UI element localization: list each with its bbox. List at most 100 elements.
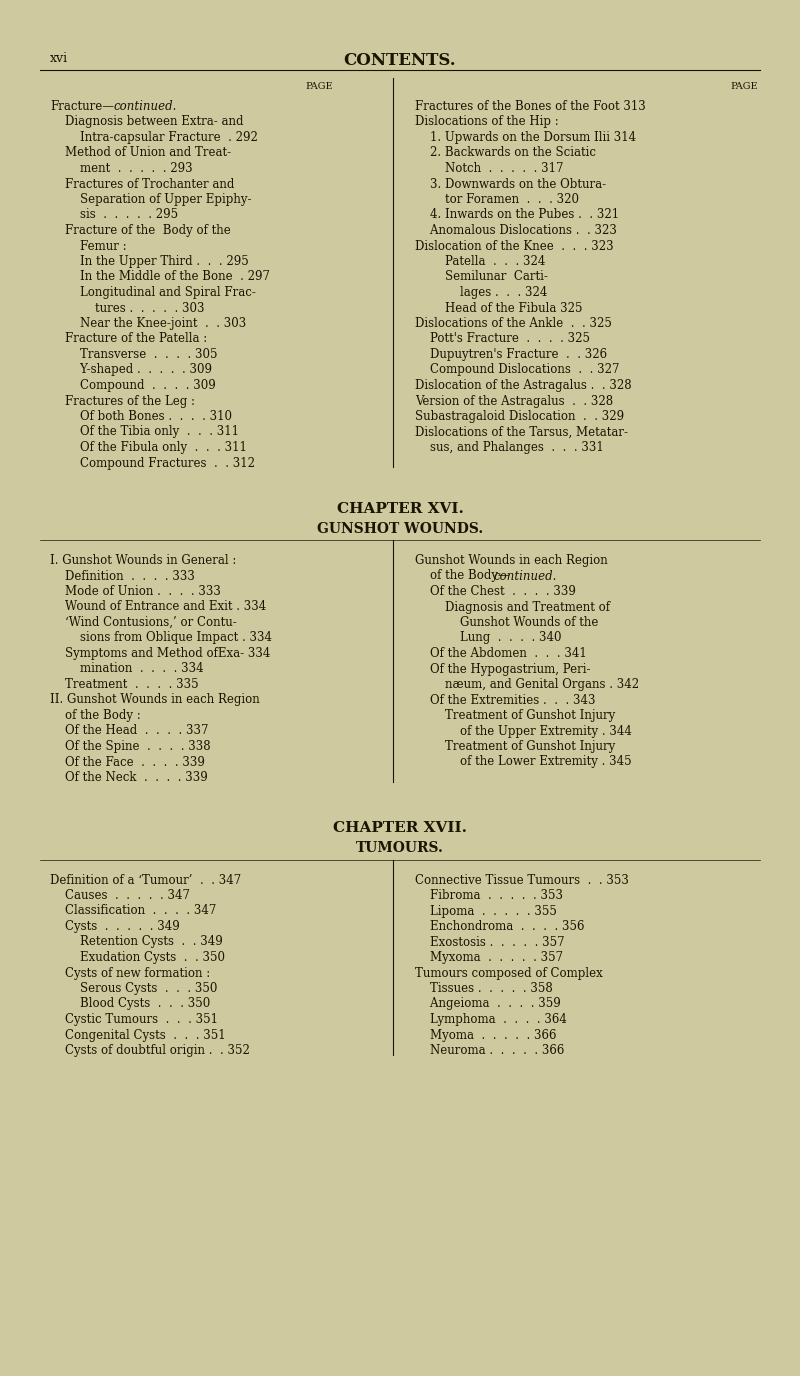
- Text: Treatment of Gunshot Injury: Treatment of Gunshot Injury: [415, 709, 615, 722]
- Text: Neuroma .  .  .  .  . 366: Neuroma . . . . . 366: [415, 1044, 564, 1057]
- Text: Blood Cysts  .  .  . 350: Blood Cysts . . . 350: [50, 998, 210, 1010]
- Text: Head of the Fibula 325: Head of the Fibula 325: [415, 301, 582, 315]
- Text: Separation of Upper Epiphy-: Separation of Upper Epiphy-: [50, 193, 251, 206]
- Text: Connective Tissue Tumours  .  . 353: Connective Tissue Tumours . . 353: [415, 874, 629, 886]
- Text: ment  .  .  .  .  . 293: ment . . . . . 293: [50, 162, 193, 175]
- Text: Fracture of the  Body of the: Fracture of the Body of the: [50, 224, 230, 237]
- Text: Congenital Cysts  .  .  . 351: Congenital Cysts . . . 351: [50, 1028, 226, 1042]
- Text: continued.: continued.: [493, 570, 556, 582]
- Text: Dislocation of the Astragalus .  . 328: Dislocation of the Astragalus . . 328: [415, 378, 632, 392]
- Text: Version of the Astragalus  .  . 328: Version of the Astragalus . . 328: [415, 395, 613, 407]
- Text: Classification  .  .  .  . 347: Classification . . . . 347: [50, 904, 216, 918]
- Text: Of the Spine  .  .  .  . 338: Of the Spine . . . . 338: [50, 740, 210, 753]
- Text: Of the Neck  .  .  .  . 339: Of the Neck . . . . 339: [50, 771, 208, 784]
- Text: PAGE: PAGE: [730, 83, 758, 91]
- Text: I. Gunshot Wounds in General :: I. Gunshot Wounds in General :: [50, 555, 236, 567]
- Text: Of the Face  .  .  .  . 339: Of the Face . . . . 339: [50, 755, 205, 769]
- Text: Tissues .  .  .  .  . 358: Tissues . . . . . 358: [415, 982, 553, 995]
- Text: Lymphoma  .  .  .  . 364: Lymphoma . . . . 364: [415, 1013, 567, 1026]
- Text: Wound of Entrance and Exit . 334: Wound of Entrance and Exit . 334: [50, 600, 266, 614]
- Text: 2. Backwards on the Sciatic: 2. Backwards on the Sciatic: [415, 146, 596, 160]
- Text: tor Foramen  .  .  . 320: tor Foramen . . . 320: [415, 193, 579, 206]
- Text: Retention Cysts  .  . 349: Retention Cysts . . 349: [50, 936, 222, 948]
- Text: 4. Inwards on the Pubes .  . 321: 4. Inwards on the Pubes . . 321: [415, 209, 619, 222]
- Text: Exudation Cysts  .  . 350: Exudation Cysts . . 350: [50, 951, 225, 965]
- Text: Serous Cysts  .  .  . 350: Serous Cysts . . . 350: [50, 982, 218, 995]
- Text: Pott's Fracture  .  .  .  . 325: Pott's Fracture . . . . 325: [415, 333, 590, 345]
- Text: Fractures of the Leg :: Fractures of the Leg :: [50, 395, 195, 407]
- Text: In the Upper Third .  .  . 295: In the Upper Third . . . 295: [50, 255, 249, 268]
- Text: Of the Head  .  .  .  . 337: Of the Head . . . . 337: [50, 725, 209, 738]
- Text: xvi: xvi: [50, 52, 68, 65]
- Text: Of the Fibula only  .  .  . 311: Of the Fibula only . . . 311: [50, 440, 247, 454]
- Text: Near the Knee-joint  .  . 303: Near the Knee-joint . . 303: [50, 316, 246, 330]
- Text: of the Body :: of the Body :: [50, 709, 141, 722]
- Text: Treatment of Gunshot Injury: Treatment of Gunshot Injury: [415, 740, 615, 753]
- Text: Compound Dislocations  .  . 327: Compound Dislocations . . 327: [415, 363, 619, 377]
- Text: CONTENTS.: CONTENTS.: [344, 52, 456, 69]
- Text: Dislocations of the Hip :: Dislocations of the Hip :: [415, 116, 558, 128]
- Text: 1. Upwards on the Dorsum Ilii 314: 1. Upwards on the Dorsum Ilii 314: [415, 131, 636, 144]
- Text: Lipoma  .  .  .  .  . 355: Lipoma . . . . . 355: [415, 904, 557, 918]
- Text: sis  .  .  .  .  . 295: sis . . . . . 295: [50, 209, 178, 222]
- Text: Tumours composed of Complex: Tumours composed of Complex: [415, 966, 602, 980]
- Text: Anomalous Dislocations .  . 323: Anomalous Dislocations . . 323: [415, 224, 617, 237]
- Text: Mode of Union .  .  .  . 333: Mode of Union . . . . 333: [50, 585, 221, 599]
- Text: TUMOURS.: TUMOURS.: [356, 842, 444, 856]
- Text: In the Middle of the Bone  . 297: In the Middle of the Bone . 297: [50, 271, 270, 283]
- Text: Of the Abdomen  .  .  . 341: Of the Abdomen . . . 341: [415, 647, 586, 660]
- Text: næum, and Genital Organs . 342: næum, and Genital Organs . 342: [415, 678, 639, 691]
- Text: CHAPTER XVI.: CHAPTER XVI.: [337, 502, 463, 516]
- Text: Dislocations of the Ankle  .  . 325: Dislocations of the Ankle . . 325: [415, 316, 612, 330]
- Text: Definition  .  .  .  . 333: Definition . . . . 333: [50, 570, 195, 582]
- Text: continued.: continued.: [113, 100, 176, 113]
- Text: Cysts  .  .  .  .  . 349: Cysts . . . . . 349: [50, 921, 180, 933]
- Text: Of the Extremities .  .  . 343: Of the Extremities . . . 343: [415, 694, 595, 706]
- Text: Gunshot Wounds in each Region: Gunshot Wounds in each Region: [415, 555, 608, 567]
- Text: Of the Chest  .  .  .  . 339: Of the Chest . . . . 339: [415, 585, 576, 599]
- Text: Enchondroma  .  .  .  . 356: Enchondroma . . . . 356: [415, 921, 585, 933]
- Text: Compound Fractures  .  . 312: Compound Fractures . . 312: [50, 457, 255, 469]
- Text: Diagnosis and Treatment of: Diagnosis and Treatment of: [415, 600, 610, 614]
- Text: Of both Bones .  .  .  . 310: Of both Bones . . . . 310: [50, 410, 232, 422]
- Text: Of the Hypogastrium, Peri-: Of the Hypogastrium, Peri-: [415, 662, 590, 676]
- Text: lages .  .  . 324: lages . . . 324: [415, 286, 547, 299]
- Text: Fractures of Trochanter and: Fractures of Trochanter and: [50, 178, 234, 190]
- Text: Compound  .  .  .  . 309: Compound . . . . 309: [50, 378, 216, 392]
- Text: Exostosis .  .  .  .  . 357: Exostosis . . . . . 357: [415, 936, 565, 948]
- Text: Angeioma  .  .  .  . 359: Angeioma . . . . 359: [415, 998, 561, 1010]
- Text: Longitudinal and Spiral Frac-: Longitudinal and Spiral Frac-: [50, 286, 256, 299]
- Text: Gunshot Wounds of the: Gunshot Wounds of the: [415, 616, 598, 629]
- Text: Causes  .  .  .  .  . 347: Causes . . . . . 347: [50, 889, 190, 903]
- Text: Fracture—: Fracture—: [50, 100, 114, 113]
- Text: Symptoms and Method ofExa- 334: Symptoms and Method ofExa- 334: [50, 647, 270, 660]
- Text: of the Body—: of the Body—: [415, 570, 510, 582]
- Text: sus, and Phalanges  .  .  . 331: sus, and Phalanges . . . 331: [415, 440, 604, 454]
- Text: Dislocations of the Tarsus, Metatar-: Dislocations of the Tarsus, Metatar-: [415, 425, 628, 439]
- Text: Lung  .  .  .  . 340: Lung . . . . 340: [415, 632, 562, 644]
- Text: Fracture of the Patella :: Fracture of the Patella :: [50, 333, 207, 345]
- Text: II. Gunshot Wounds in each Region: II. Gunshot Wounds in each Region: [50, 694, 260, 706]
- Text: Cysts of doubtful origin .  . 352: Cysts of doubtful origin . . 352: [50, 1044, 250, 1057]
- Text: mination  .  .  .  . 334: mination . . . . 334: [50, 662, 204, 676]
- Text: Diagnosis between Extra- and: Diagnosis between Extra- and: [50, 116, 243, 128]
- Text: Femur :: Femur :: [50, 239, 126, 253]
- Text: of the Lower Extremity . 345: of the Lower Extremity . 345: [415, 755, 632, 769]
- Text: Patella  .  .  . 324: Patella . . . 324: [415, 255, 546, 268]
- Text: tures .  .  .  .  . 303: tures . . . . . 303: [50, 301, 205, 315]
- Text: Notch  .  .  .  .  . 317: Notch . . . . . 317: [415, 162, 563, 175]
- Text: Y-shaped .  .  .  .  . 309: Y-shaped . . . . . 309: [50, 363, 212, 377]
- Text: Cystic Tumours  .  .  . 351: Cystic Tumours . . . 351: [50, 1013, 218, 1026]
- Text: GUNSHOT WOUNDS.: GUNSHOT WOUNDS.: [317, 522, 483, 537]
- Text: Semilunar  Carti-: Semilunar Carti-: [415, 271, 548, 283]
- Text: Fractures of the Bones of the Foot 313: Fractures of the Bones of the Foot 313: [415, 100, 646, 113]
- Text: Dupuytren's Fracture  .  . 326: Dupuytren's Fracture . . 326: [415, 348, 607, 361]
- Text: Of the Tibia only  .  .  . 311: Of the Tibia only . . . 311: [50, 425, 239, 439]
- Text: Treatment  .  .  .  . 335: Treatment . . . . 335: [50, 678, 198, 691]
- Text: Subastragaloid Dislocation  .  . 329: Subastragaloid Dislocation . . 329: [415, 410, 624, 422]
- Text: of the Upper Extremity . 344: of the Upper Extremity . 344: [415, 725, 632, 738]
- Text: CHAPTER XVII.: CHAPTER XVII.: [333, 821, 467, 835]
- Text: Definition of a ‘Tumour’  .  . 347: Definition of a ‘Tumour’ . . 347: [50, 874, 242, 886]
- Text: Method of Union and Treat-: Method of Union and Treat-: [50, 146, 231, 160]
- Text: sions from Oblique Impact . 334: sions from Oblique Impact . 334: [50, 632, 272, 644]
